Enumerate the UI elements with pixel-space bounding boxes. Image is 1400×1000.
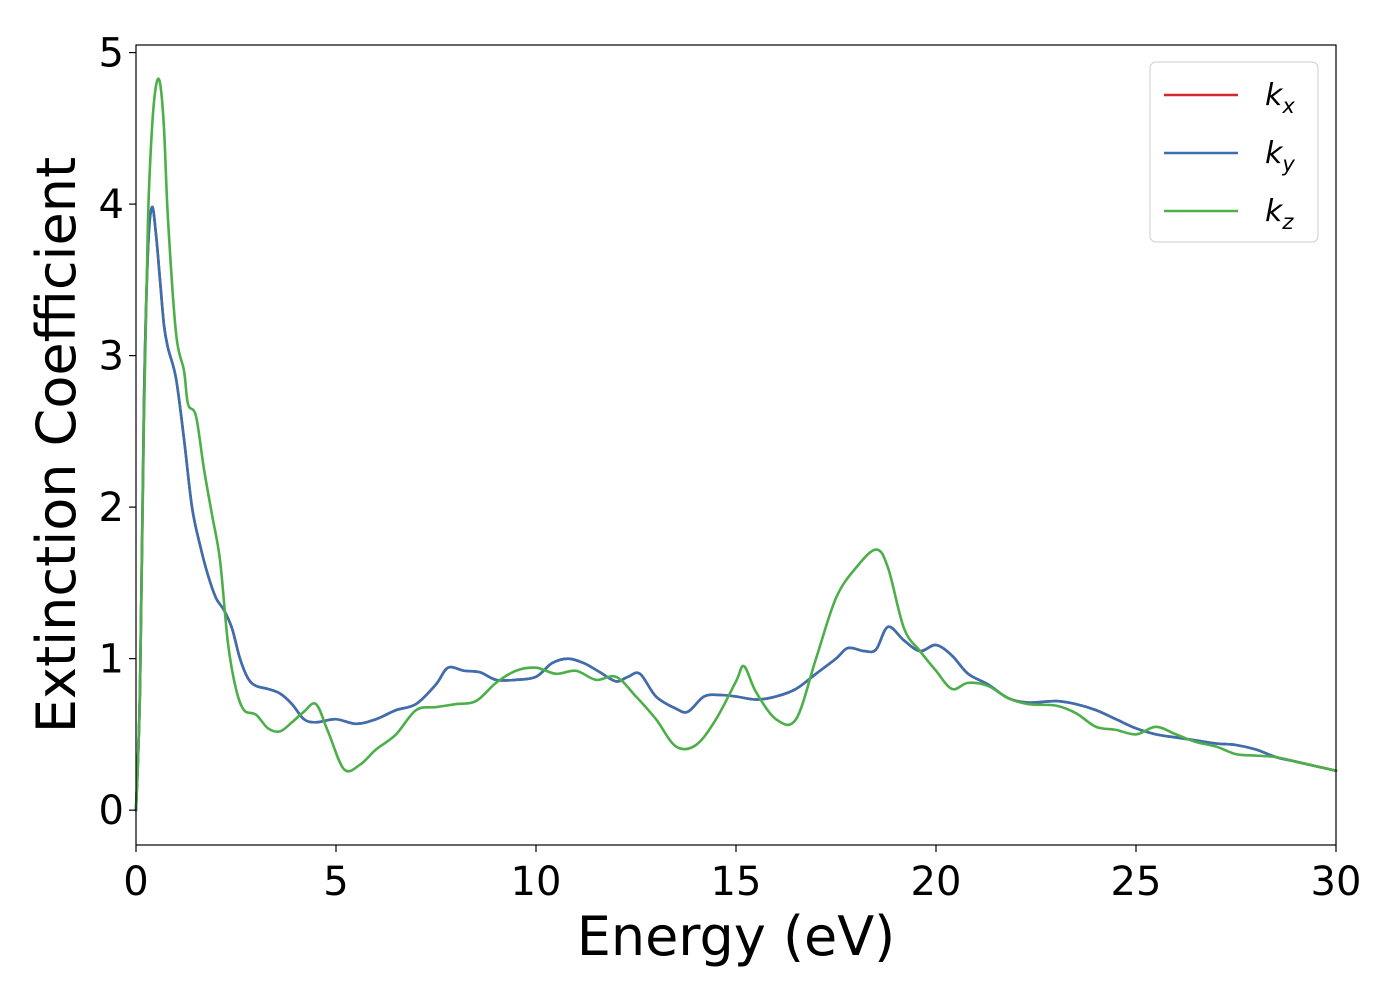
x-tick-label: 5: [323, 859, 348, 905]
x-tick-label: 15: [711, 859, 762, 905]
legend-label-subscript: z: [1281, 210, 1294, 234]
y-tick-label: 2: [99, 485, 124, 531]
y-axis-ticks: 0 1 2 3 4 5: [99, 31, 136, 834]
x-tick-label: 0: [123, 859, 148, 905]
x-tick-label: 25: [1111, 859, 1162, 905]
x-axis-ticks: 0 5 10 15 20 25 30: [123, 845, 1361, 905]
x-tick-label: 30: [1311, 859, 1362, 905]
legend-label-base: k: [1265, 136, 1284, 171]
y-tick-label: 3: [99, 334, 124, 380]
legend-label-subscript: x: [1281, 94, 1295, 118]
y-tick-label: 5: [99, 31, 124, 77]
y-tick-label: 1: [99, 637, 124, 683]
legend-label-base: k: [1265, 194, 1284, 229]
series-line-z: [134, 77, 1338, 812]
y-axis-title: Extinction Coefficient: [25, 157, 88, 733]
x-tick-label: 20: [911, 859, 962, 905]
legend-label-x: kx: [1265, 78, 1295, 118]
legend-label-subscript: y: [1281, 152, 1295, 176]
x-axis-title: Energy (eV): [577, 905, 896, 968]
y-tick-label: 0: [99, 788, 124, 834]
x-tick-label: 10: [511, 859, 562, 905]
legend-label-base: k: [1265, 78, 1284, 113]
legend-label-y: ky: [1265, 136, 1295, 176]
legend-label-z: kz: [1265, 194, 1294, 234]
series-line-y: [134, 205, 1338, 812]
plot-background: [136, 45, 1336, 845]
y-tick-label: 4: [99, 182, 124, 228]
series-layer: [134, 77, 1338, 812]
